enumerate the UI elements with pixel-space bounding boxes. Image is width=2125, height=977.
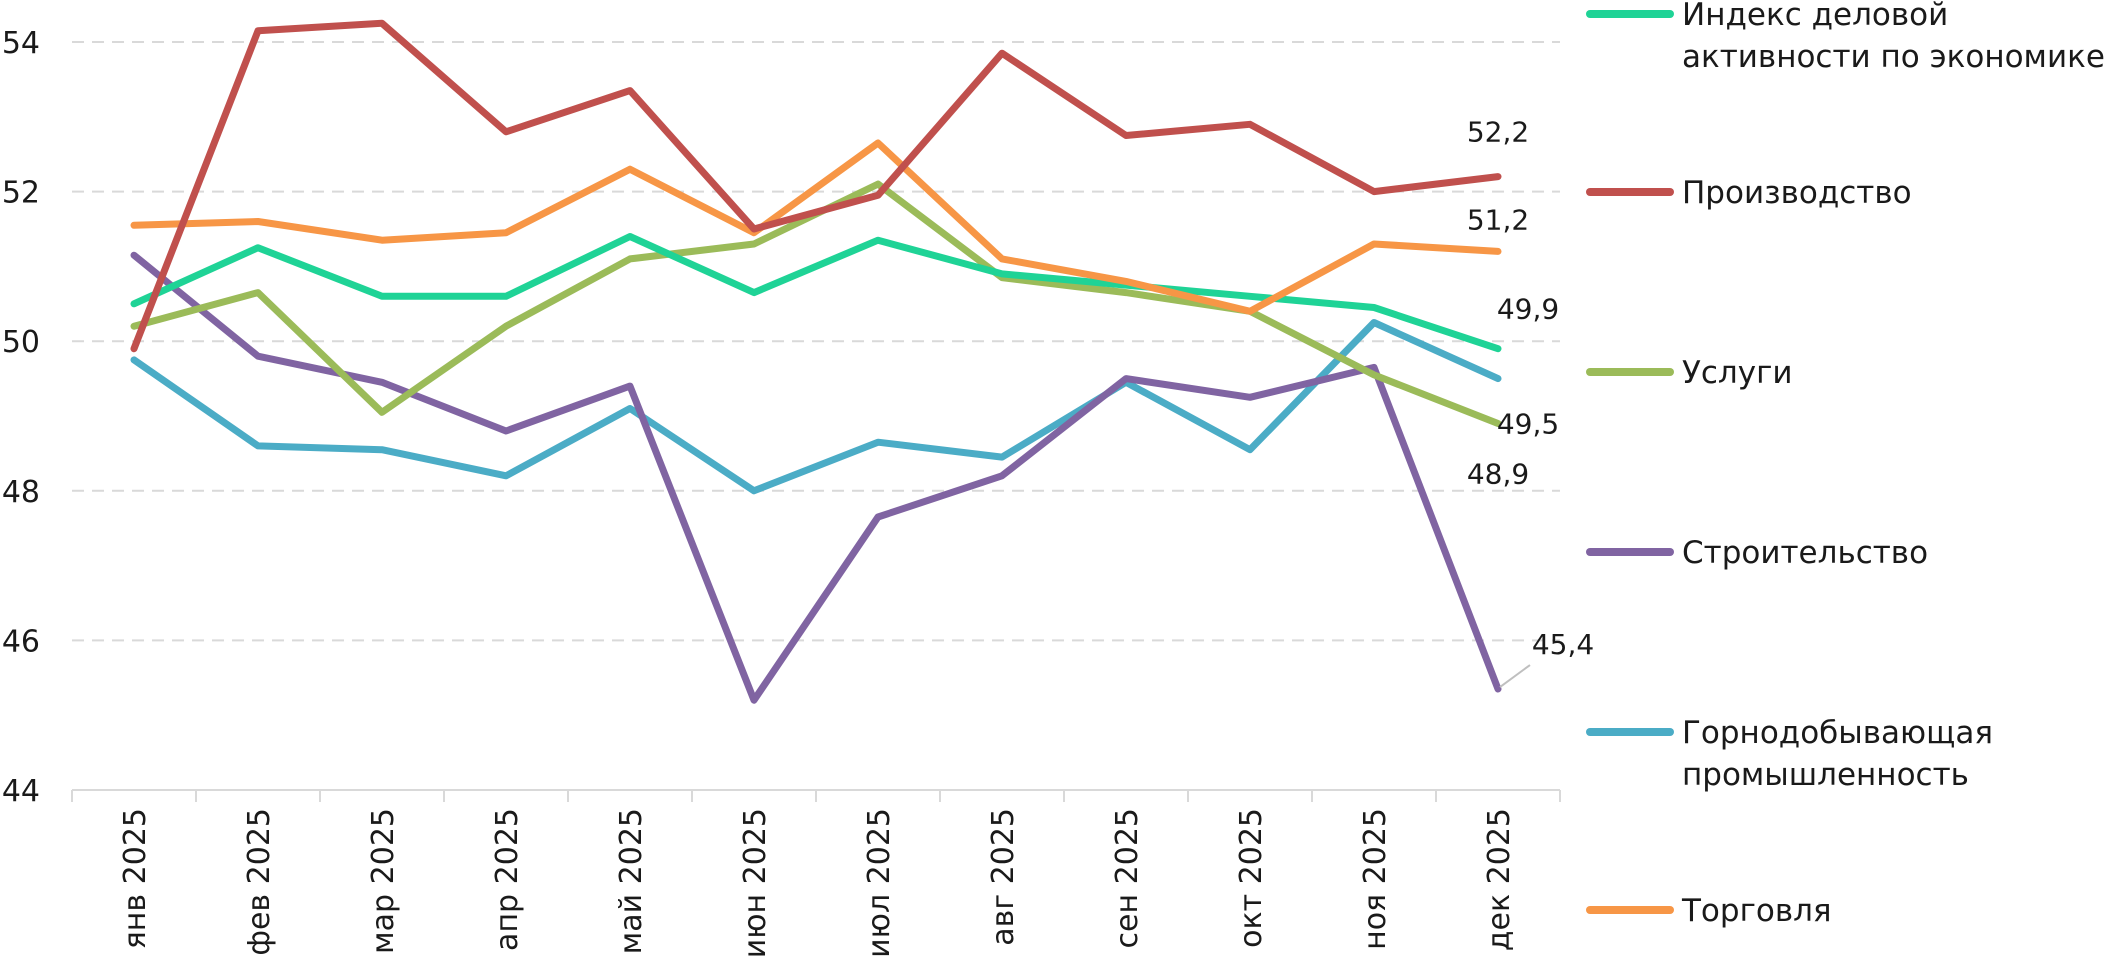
y-tick-label: 48	[2, 475, 40, 510]
data-label: 52,2	[1467, 116, 1529, 149]
series-line-1	[130, 19, 1502, 353]
y-axis: 44 46 48 50 52 54	[2, 26, 40, 809]
legend-label: Горнодобывающая промышленность	[1682, 715, 1993, 793]
legend-label: Строительство	[1682, 535, 1928, 571]
legend-item: Горнодобывающая промышленность	[1586, 715, 1993, 793]
series-lines	[130, 19, 1502, 704]
legend-label: Индекс деловой активности по экономике	[1682, 0, 2105, 75]
x-tick-label: авг 2025	[986, 808, 1021, 946]
x-axis: янв 2025 фев 2025 мар 2025 апр 2025 май 2025…	[71, 790, 1561, 958]
y-tick-label: 54	[2, 26, 40, 61]
legend-label: Производство	[1682, 175, 1912, 211]
x-tick-label: ноя 2025	[1358, 808, 1393, 950]
x-tick-label: июн 2025	[738, 808, 773, 958]
data-label: 51,2	[1467, 203, 1529, 236]
legend-item: Торговля	[1586, 893, 1832, 929]
series-line-3	[130, 251, 1502, 704]
x-tick-label: сен 2025	[1110, 808, 1145, 948]
legend-item: Строительство	[1586, 535, 1928, 571]
x-tick-label: янв 2025	[118, 808, 153, 949]
y-tick-label: 50	[2, 325, 40, 360]
data-label: 45,4	[1532, 628, 1594, 661]
x-tick-label: июл 2025	[862, 808, 897, 958]
data-label: 48,9	[1467, 457, 1529, 490]
gridlines	[72, 41, 1560, 642]
legend-item: Производство	[1586, 175, 1912, 211]
x-tick-label: май 2025	[614, 808, 649, 954]
y-tick-label: 46	[2, 624, 40, 659]
x-tick-label: окт 2025	[1234, 808, 1269, 948]
legend-item: Индекс деловой активности по экономике	[1586, 0, 2105, 75]
x-tick-label: фев 2025	[242, 808, 277, 956]
legend-label: Услуги	[1682, 355, 1793, 391]
series-line-5	[130, 139, 1502, 315]
data-label: 49,9	[1497, 293, 1559, 326]
x-tick-label: дек 2025	[1482, 808, 1517, 951]
series-line-4	[130, 319, 1502, 495]
x-tick-label: мар 2025	[366, 808, 401, 954]
data-labels: 49,9 52,2 48,9 45,4 49,5 51,2	[1467, 116, 1594, 688]
y-tick-label: 44	[2, 774, 40, 809]
legend-item: Услуги	[1586, 355, 1793, 391]
data-label: 49,5	[1497, 408, 1559, 441]
legend-label: Торговля	[1681, 893, 1832, 929]
x-tick-label: апр 2025	[490, 808, 525, 951]
legend: Индекс деловой активности по экономике Про…	[1586, 0, 2105, 929]
leader-line	[1499, 664, 1531, 688]
y-tick-label: 52	[2, 176, 40, 211]
